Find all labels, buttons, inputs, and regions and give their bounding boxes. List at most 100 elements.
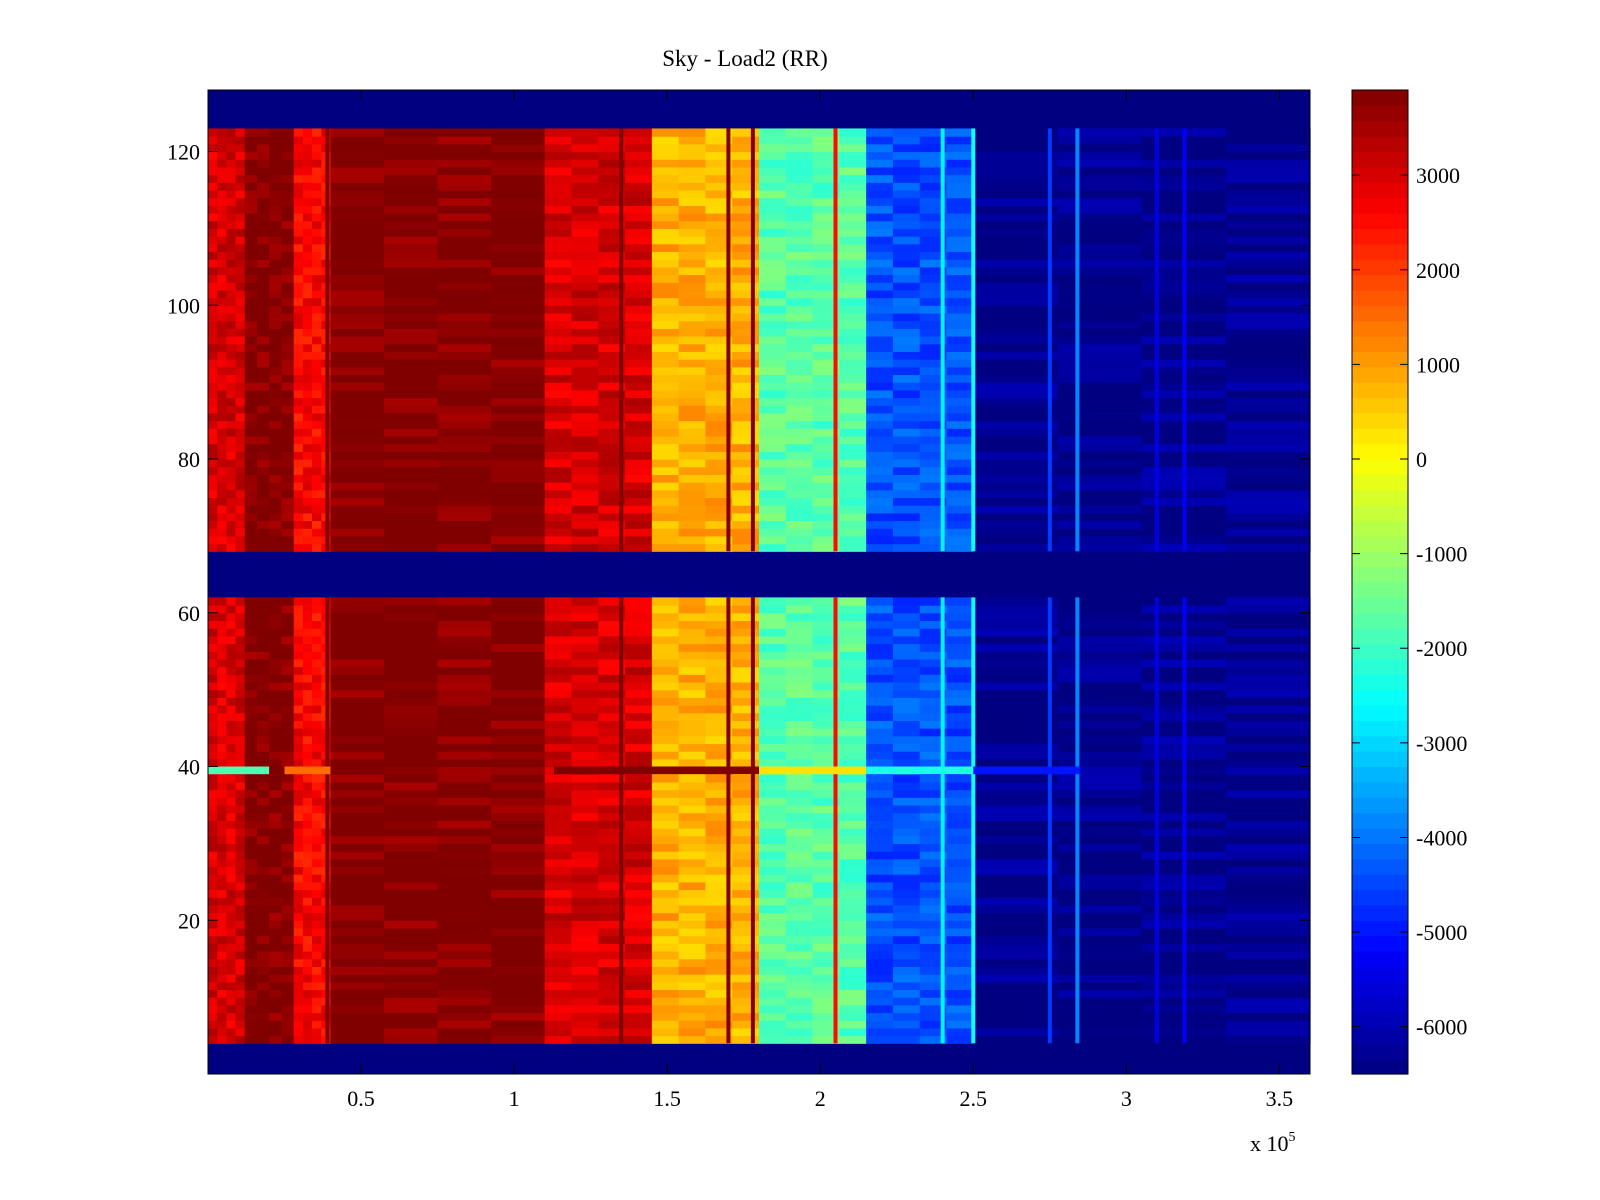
heatmap-cell xyxy=(217,612,227,622)
heatmap-cell xyxy=(678,512,707,522)
heatmap-cell xyxy=(946,174,974,183)
colorbar-swatch xyxy=(1352,320,1408,337)
heatmap-cell xyxy=(302,382,313,391)
heatmap-cell xyxy=(866,428,894,437)
heatmap-cell xyxy=(235,213,246,222)
heatmap-cell xyxy=(759,843,787,852)
heatmap-cell xyxy=(384,497,439,506)
colorbar-swatch xyxy=(1352,551,1408,568)
heatmap-cell xyxy=(235,466,246,475)
heatmap-cell xyxy=(625,420,653,429)
heatmap-cell xyxy=(571,866,599,875)
heatmap-cell xyxy=(544,743,573,752)
heatmap-cell xyxy=(235,312,246,322)
heatmap-cell xyxy=(302,712,313,721)
heatmap-cell xyxy=(491,320,546,329)
heatmap-cell xyxy=(544,828,573,837)
heatmap-cell xyxy=(269,466,283,475)
heatmap-cell xyxy=(571,505,599,514)
heatmap-cell xyxy=(544,943,573,952)
heatmap-cell xyxy=(491,728,546,737)
heatmap-cell xyxy=(919,213,948,222)
heatmap-cell xyxy=(244,705,258,714)
heatmap-cell xyxy=(1057,466,1143,475)
heatmap-cell xyxy=(732,189,760,199)
heatmap-cell xyxy=(973,851,1059,860)
heatmap-cell xyxy=(269,482,283,491)
heatmap-cell xyxy=(302,935,313,944)
heatmap-cell xyxy=(866,666,894,675)
heatmap-cell xyxy=(1057,312,1143,322)
heatmap-cell xyxy=(812,320,840,329)
heatmap-cell xyxy=(312,997,322,1006)
heatmap-cell xyxy=(244,528,258,537)
colorbar-swatch xyxy=(1352,336,1408,352)
heatmap-cell xyxy=(256,643,270,652)
heatmap-cell xyxy=(705,981,733,991)
heatmap-cell xyxy=(235,428,246,437)
heatmap-cell xyxy=(651,974,680,983)
x-tick-label: 3 xyxy=(1121,1086,1132,1111)
heatmap-cell xyxy=(919,989,948,998)
vertical-streak xyxy=(1182,597,1187,1044)
heatmap-cell xyxy=(785,820,814,829)
heatmap-cell xyxy=(866,182,894,191)
heatmap-cell xyxy=(919,943,948,952)
heatmap-cell xyxy=(217,1027,227,1037)
heatmap-cell xyxy=(678,651,707,660)
heatmap-cell xyxy=(281,881,295,891)
heatmap-cell xyxy=(491,889,546,898)
heatmap-cell xyxy=(705,366,733,376)
heatmap-cell xyxy=(208,543,218,552)
heatmap-cell xyxy=(256,681,270,691)
heatmap-cell xyxy=(244,359,258,368)
heatmap-cell xyxy=(544,289,573,299)
heatmap-cell xyxy=(244,1027,258,1037)
heatmap-cell xyxy=(1225,213,1311,222)
heatmap-cell xyxy=(1225,804,1311,814)
heatmap-cell xyxy=(1057,220,1143,229)
colorbar-swatch xyxy=(1352,105,1408,122)
heatmap-cell xyxy=(785,336,814,345)
heatmap-cell xyxy=(281,951,295,960)
heatmap-cell xyxy=(491,789,546,798)
heatmap-cell xyxy=(226,443,237,452)
heatmap-cell xyxy=(759,266,787,276)
heatmap-cell xyxy=(946,397,974,406)
heatmap-cell xyxy=(384,466,439,475)
heatmap-cell xyxy=(217,528,227,537)
heatmap-cell xyxy=(226,543,237,552)
heatmap-cell xyxy=(217,997,227,1006)
heatmap-cell xyxy=(293,897,304,906)
heatmap-cell xyxy=(651,866,680,875)
heatmap-cell xyxy=(544,405,573,414)
heatmap-cell xyxy=(544,781,573,791)
heatmap-cell xyxy=(256,820,270,829)
heatmap-cell xyxy=(544,666,573,675)
heatmap-cell xyxy=(293,981,304,991)
heatmap-cell xyxy=(1057,927,1143,937)
heatmap-cell xyxy=(919,482,948,491)
heatmap-cell xyxy=(598,1027,626,1037)
heatmap-cell xyxy=(293,812,304,821)
heatmap-cell xyxy=(866,743,894,752)
heatmap-cell xyxy=(1057,628,1143,637)
heatmap-cell xyxy=(625,912,653,921)
heatmap-cell xyxy=(244,943,258,952)
heatmap-cell xyxy=(812,274,840,283)
heatmap-cell xyxy=(235,751,246,760)
heatmap-cell xyxy=(1057,766,1143,775)
vertical-streak xyxy=(1075,597,1080,1044)
heatmap-cell xyxy=(625,535,653,545)
heatmap-cell xyxy=(330,612,385,622)
heatmap-cell xyxy=(625,236,653,245)
heatmap-cell xyxy=(302,758,313,768)
heatmap-cell xyxy=(839,459,867,468)
heatmap-cell xyxy=(217,743,227,752)
heatmap-cell xyxy=(281,904,295,914)
heatmap-cell xyxy=(598,182,626,191)
heatmap-cell xyxy=(302,213,313,222)
heatmap-cell xyxy=(759,528,787,537)
heatmap-cell xyxy=(598,151,626,160)
